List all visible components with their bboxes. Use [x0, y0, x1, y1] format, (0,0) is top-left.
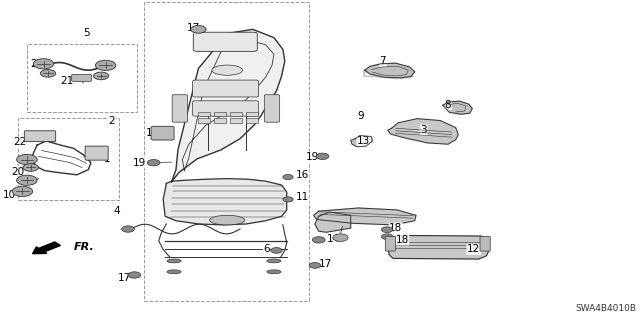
Bar	[230, 118, 242, 123]
FancyBboxPatch shape	[151, 126, 174, 140]
Text: 21: 21	[60, 76, 74, 86]
Text: 18: 18	[396, 235, 409, 245]
Circle shape	[122, 226, 134, 232]
Polygon shape	[315, 212, 351, 232]
Circle shape	[283, 174, 293, 180]
Polygon shape	[172, 29, 285, 182]
Text: 14: 14	[327, 234, 340, 244]
Polygon shape	[314, 208, 416, 225]
FancyBboxPatch shape	[193, 80, 259, 97]
Polygon shape	[388, 235, 489, 259]
Circle shape	[17, 175, 37, 185]
Ellipse shape	[210, 215, 244, 225]
Ellipse shape	[267, 259, 281, 263]
Text: 20: 20	[11, 167, 24, 177]
Polygon shape	[388, 119, 458, 144]
Bar	[214, 112, 226, 116]
Text: 19: 19	[305, 152, 319, 162]
Polygon shape	[351, 136, 372, 147]
Bar	[246, 118, 258, 123]
Ellipse shape	[267, 270, 281, 274]
Circle shape	[95, 60, 116, 70]
Circle shape	[381, 234, 393, 240]
FancyBboxPatch shape	[72, 74, 92, 81]
Bar	[214, 118, 226, 123]
Text: 18: 18	[389, 223, 403, 233]
FancyBboxPatch shape	[193, 32, 257, 51]
Text: 4: 4	[113, 205, 120, 216]
Text: 7: 7	[380, 56, 386, 66]
Bar	[27, 44, 137, 112]
Text: 2: 2	[109, 115, 115, 126]
Text: FR.: FR.	[74, 241, 95, 252]
Bar	[18, 118, 119, 200]
Text: 1: 1	[104, 154, 110, 165]
Text: 6: 6	[264, 244, 270, 255]
Text: 16: 16	[296, 170, 309, 180]
Circle shape	[333, 234, 348, 241]
Circle shape	[283, 197, 293, 202]
Text: 19: 19	[132, 158, 146, 168]
FancyArrow shape	[33, 242, 60, 254]
Circle shape	[316, 153, 329, 160]
FancyBboxPatch shape	[24, 131, 56, 142]
Text: 12: 12	[467, 244, 480, 255]
FancyBboxPatch shape	[193, 101, 259, 116]
Bar	[198, 112, 210, 116]
Circle shape	[191, 26, 206, 33]
FancyBboxPatch shape	[85, 146, 108, 160]
Polygon shape	[163, 179, 287, 225]
Circle shape	[40, 70, 56, 77]
FancyBboxPatch shape	[480, 236, 490, 251]
Circle shape	[271, 248, 282, 253]
FancyBboxPatch shape	[385, 236, 396, 251]
FancyBboxPatch shape	[172, 95, 188, 122]
Polygon shape	[365, 63, 415, 78]
Text: 17: 17	[187, 23, 200, 33]
Circle shape	[381, 227, 393, 233]
Circle shape	[93, 72, 109, 80]
Text: 20: 20	[30, 59, 44, 70]
Polygon shape	[443, 101, 472, 114]
Text: 22: 22	[13, 137, 27, 147]
Text: 17: 17	[118, 273, 131, 283]
Text: 15: 15	[145, 128, 159, 138]
Text: 10: 10	[3, 189, 16, 200]
Bar	[144, 2, 309, 301]
Circle shape	[312, 237, 325, 243]
Circle shape	[309, 263, 321, 268]
Text: 8: 8	[445, 100, 451, 110]
Ellipse shape	[167, 259, 181, 263]
Text: 11: 11	[296, 192, 309, 202]
Ellipse shape	[167, 270, 181, 274]
Circle shape	[33, 59, 54, 69]
FancyBboxPatch shape	[264, 95, 280, 122]
Text: 13: 13	[357, 136, 370, 146]
Ellipse shape	[212, 65, 243, 75]
Bar	[198, 118, 210, 123]
Text: 17: 17	[319, 259, 332, 269]
Circle shape	[128, 272, 141, 278]
Circle shape	[17, 154, 37, 165]
Circle shape	[12, 186, 33, 197]
Text: 9: 9	[357, 111, 364, 122]
Circle shape	[147, 160, 160, 166]
Text: 3: 3	[420, 125, 427, 135]
Text: SWA4B4010B: SWA4B4010B	[576, 304, 637, 313]
Bar	[230, 112, 242, 116]
Text: 5: 5	[83, 28, 90, 39]
Circle shape	[23, 164, 38, 171]
Bar	[246, 112, 258, 116]
